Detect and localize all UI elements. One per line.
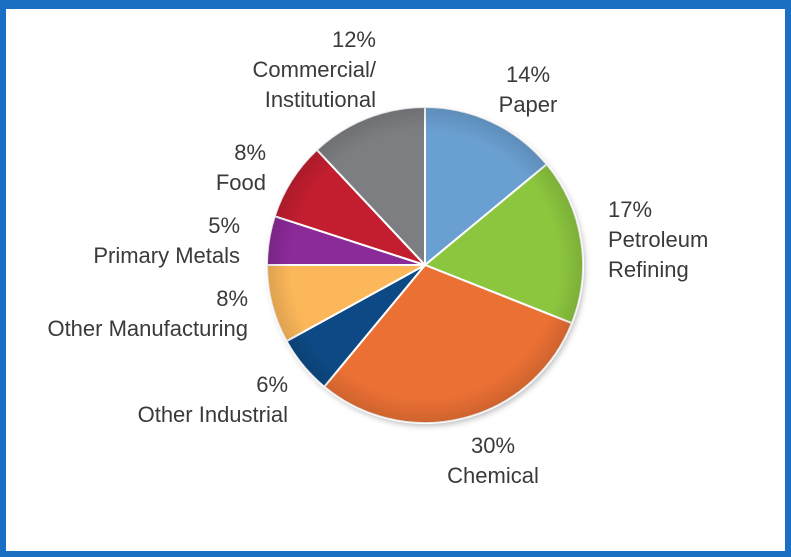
label-petroleum-refining: 17% Petroleum Refining [608, 197, 708, 282]
label-name: Refining [608, 257, 689, 282]
label-name: Other Manufacturing [47, 316, 248, 341]
label-name: Other Industrial [138, 402, 288, 427]
label-food: 8% Food [216, 140, 266, 195]
label-percent: 30% [471, 433, 515, 458]
label-percent: 5% [208, 213, 240, 238]
label-name: Commercial/ [253, 57, 377, 82]
label-percent: 17% [608, 197, 652, 222]
label-chemical: 30% Chemical [447, 433, 539, 488]
label-percent: 8% [216, 286, 248, 311]
label-paper: 14% Paper [499, 62, 558, 117]
label-name: Petroleum [608, 227, 708, 252]
label-percent: 12% [332, 27, 376, 52]
label-name: Primary Metals [93, 243, 240, 268]
label-name: Institutional [265, 87, 376, 112]
label-percent: 6% [256, 372, 288, 397]
label-primary-metals: 5% Primary Metals [93, 213, 240, 268]
label-percent: 8% [234, 140, 266, 165]
label-other-manufacturing: 8% Other Manufacturing [47, 286, 248, 341]
label-percent: 14% [506, 62, 550, 87]
label-commercial-institutional: 12% Commercial/Institutional [253, 27, 377, 112]
pie-labels: 14% Paper 17% Petroleum Refining 30% Chemical 6… [47, 27, 708, 488]
label-name: Paper [499, 92, 558, 117]
label-name: Food [216, 170, 266, 195]
label-name: Chemical [447, 463, 539, 488]
pie-slices [266, 106, 584, 424]
label-other-industrial: 6% Other Industrial [138, 372, 288, 427]
